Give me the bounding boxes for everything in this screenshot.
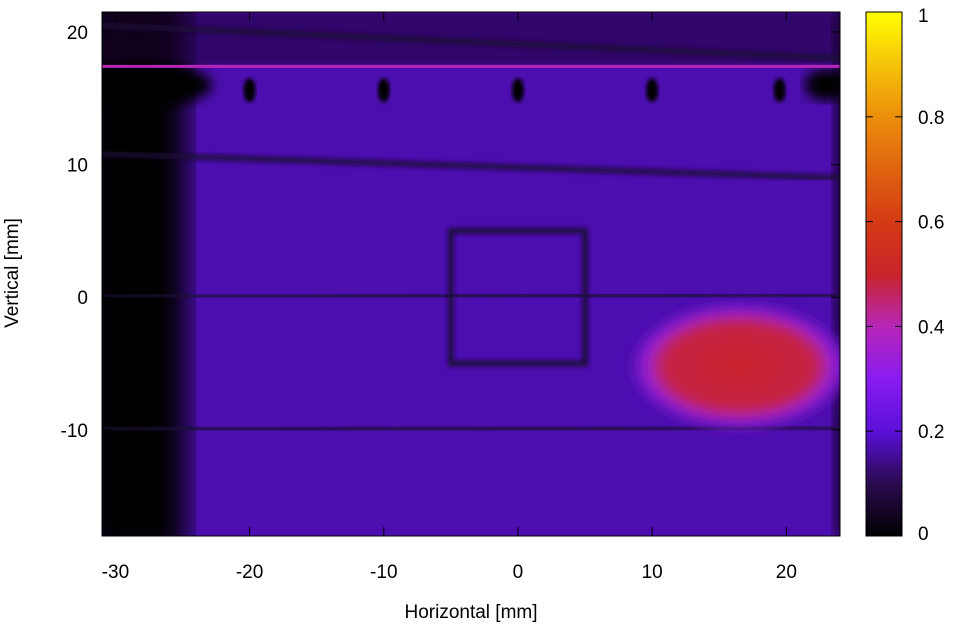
colorbar-tick-label: 0.8 — [918, 108, 944, 129]
wire-knot — [377, 78, 390, 103]
colorbar-tick-label: 0.6 — [918, 213, 944, 234]
colorbar-tick-label: 1 — [918, 6, 929, 27]
x-axis: -30 -20 -10 0 10 20 — [102, 12, 797, 583]
wire-knot — [243, 78, 256, 103]
x-tick-label: -10 — [370, 562, 397, 583]
grid-wire-horizontal — [102, 22, 840, 62]
x-tick-label: -30 — [102, 562, 129, 583]
y-tick-label: 0 — [77, 288, 88, 309]
y-tick-label: 20 — [67, 23, 88, 44]
grid-wire-horizontal — [102, 291, 840, 301]
x-tick-label: 20 — [776, 562, 797, 583]
x-tick-label: 10 — [642, 562, 663, 583]
heatmap-area — [102, 12, 840, 536]
colorbar-axis: 0 0.2 0.4 0.6 0.8 1 — [866, 6, 945, 545]
grid-wire-horizontal — [102, 150, 840, 181]
dark-spot-top-right — [804, 68, 840, 101]
y-axis: -10 0 10 20 — [61, 23, 840, 442]
dark-spot-top-left — [102, 62, 213, 107]
x-tick-label: 0 — [513, 562, 524, 583]
y-tick-label: 10 — [67, 156, 88, 177]
wire-knot — [646, 78, 659, 103]
wire-knot — [511, 78, 524, 103]
y-axis-label: Vertical [mm] — [2, 218, 23, 328]
colorbar-tick-label: 0.4 — [918, 317, 945, 338]
colorbar-frame — [865, 11, 903, 537]
colorbar — [866, 12, 902, 536]
dark-edge-right — [834, 12, 840, 536]
x-tick-label: -20 — [236, 562, 263, 583]
dark-top-band — [102, 12, 840, 66]
colorbar-tick-label: 0.2 — [918, 422, 944, 443]
plot-frame — [101, 11, 841, 537]
y-tick-label: -10 — [61, 421, 88, 442]
colorbar-tick-label: 0 — [918, 524, 929, 545]
beam-spot — [630, 303, 840, 430]
center-square-marker — [447, 227, 589, 367]
x-axis-label: Horizontal [mm] — [404, 602, 537, 623]
heatmap-background — [102, 12, 840, 536]
wire-knot — [773, 78, 786, 103]
